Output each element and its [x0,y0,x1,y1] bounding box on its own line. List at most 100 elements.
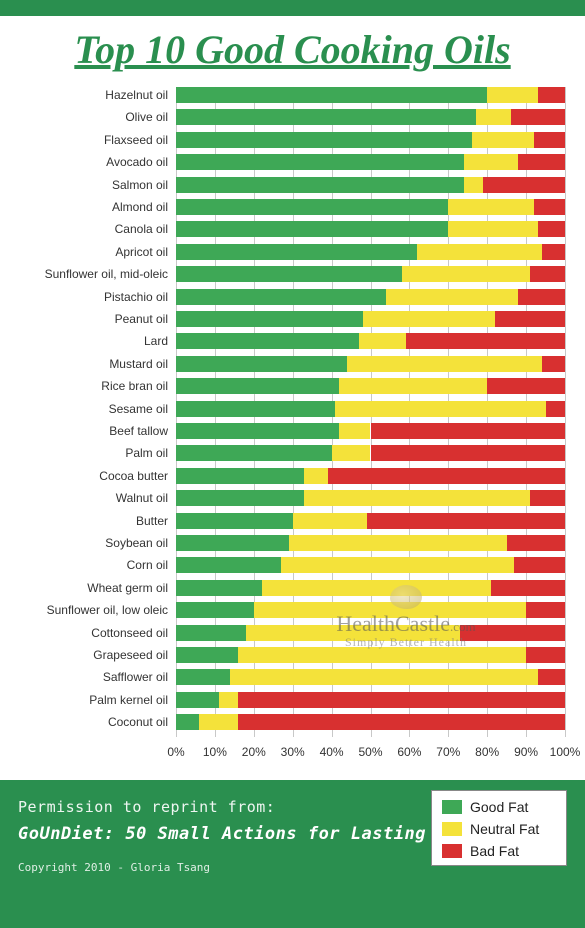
chart-row: Cocoa butter [6,468,565,484]
chart-row: Beef tallow [6,423,565,439]
bar-segment-bad [542,244,565,260]
legend-item: Neutral Fat [442,821,556,837]
x-axis-tick: 10% [203,745,227,759]
bar-segment-bad [538,669,565,685]
bar-segment-good [176,333,359,349]
legend-label: Neutral Fat [470,821,539,837]
bar-segment-neutral [386,289,518,305]
row-bar [176,378,565,394]
legend-item: Bad Fat [442,843,556,859]
bar-segment-good [176,109,476,125]
chart-row: Rice bran oil [6,378,565,394]
x-axis-tick: 90% [514,745,538,759]
row-label: Sunflower oil, mid-oleic [6,266,172,282]
bar-segment-bad [328,468,565,484]
row-bar [176,692,565,708]
row-label: Coconut oil [6,714,172,730]
chart-row: Sesame oil [6,401,565,417]
bar-segment-neutral [476,109,511,125]
row-bar [176,490,565,506]
chart-row: Palm oil [6,445,565,461]
row-bar [176,625,565,641]
chart-row: Pistachio oil [6,289,565,305]
bar-segment-neutral [254,602,526,618]
chart-row: Apricot oil [6,244,565,260]
chart-row: Palm kernel oil [6,692,565,708]
row-bar [176,311,565,327]
chart-row: Flaxseed oil [6,132,565,148]
bar-segment-good [176,445,332,461]
row-label: Soybean oil [6,535,172,551]
row-label: Apricot oil [6,244,172,260]
bar-segment-neutral [448,221,537,237]
row-bar [176,647,565,663]
x-axis-tick: 20% [242,745,266,759]
row-label: Canola oil [6,221,172,237]
row-label: Salmon oil [6,177,172,193]
x-axis-tick: 40% [320,745,344,759]
row-bar [176,132,565,148]
bar-segment-bad [238,692,565,708]
x-axis-tick: 80% [475,745,499,759]
row-label: Olive oil [6,109,172,125]
chart-row: Sunflower oil, low oleic [6,602,565,618]
bar-segment-neutral [464,154,518,170]
row-label: Butter [6,513,172,529]
bar-segment-bad [406,333,565,349]
row-label: Rice bran oil [6,378,172,394]
x-axis-tick: 30% [281,745,305,759]
bar-segment-bad [534,132,565,148]
bar-segment-neutral [289,535,507,551]
row-bar [176,244,565,260]
bar-segment-neutral [339,378,487,394]
bar-segment-good [176,289,386,305]
row-label: Wheat germ oil [6,580,172,596]
bar-segment-good [176,714,199,730]
row-label: Palm oil [6,445,172,461]
chart-row: Almond oil [6,199,565,215]
chart-row: Lard [6,333,565,349]
bar-segment-bad [526,602,565,618]
bar-segment-good [176,221,448,237]
bar-segment-bad [526,647,565,663]
chart-row: Soybean oil [6,535,565,551]
row-label: Pistachio oil [6,289,172,305]
bar-segment-bad [487,378,565,394]
chart-row: Coconut oil [6,714,565,730]
bar-segment-good [176,244,417,260]
bar-segment-bad [514,557,565,573]
row-label: Grapeseed oil [6,647,172,663]
bar-segment-neutral [219,692,238,708]
bar-segment-neutral [304,490,530,506]
bar-segment-neutral [335,401,545,417]
chart-row: Sunflower oil, mid-oleic [6,266,565,282]
bar-segment-bad [538,87,565,103]
row-label: Almond oil [6,199,172,215]
bar-segment-good [176,513,293,529]
bar-segment-good [176,580,262,596]
chart-row: Olive oil [6,109,565,125]
bar-segment-bad [495,311,565,327]
bar-segment-neutral [238,647,526,663]
row-bar [176,468,565,484]
bar-segment-good [176,490,304,506]
row-label: Sunflower oil, low oleic [6,602,172,618]
bar-segment-good [176,311,363,327]
title-wrap: Top 10 Good Cooking Oils [0,16,585,87]
row-bar [176,513,565,529]
page-title: Top 10 Good Cooking Oils [74,27,510,72]
row-label: Hazelnut oil [6,87,172,103]
row-bar [176,154,565,170]
bar-segment-bad [511,109,565,125]
bar-segment-good [176,557,281,573]
row-bar [176,109,565,125]
bar-segment-good [176,535,289,551]
bar-segment-bad [530,266,565,282]
bar-segment-neutral [262,580,492,596]
footer: Permission to reprint from: GoUnDiet: 50… [0,780,585,928]
row-bar [176,221,565,237]
row-bar [176,557,565,573]
bar-segment-good [176,199,448,215]
x-axis-tick: 70% [436,745,460,759]
bar-segment-good [176,177,464,193]
